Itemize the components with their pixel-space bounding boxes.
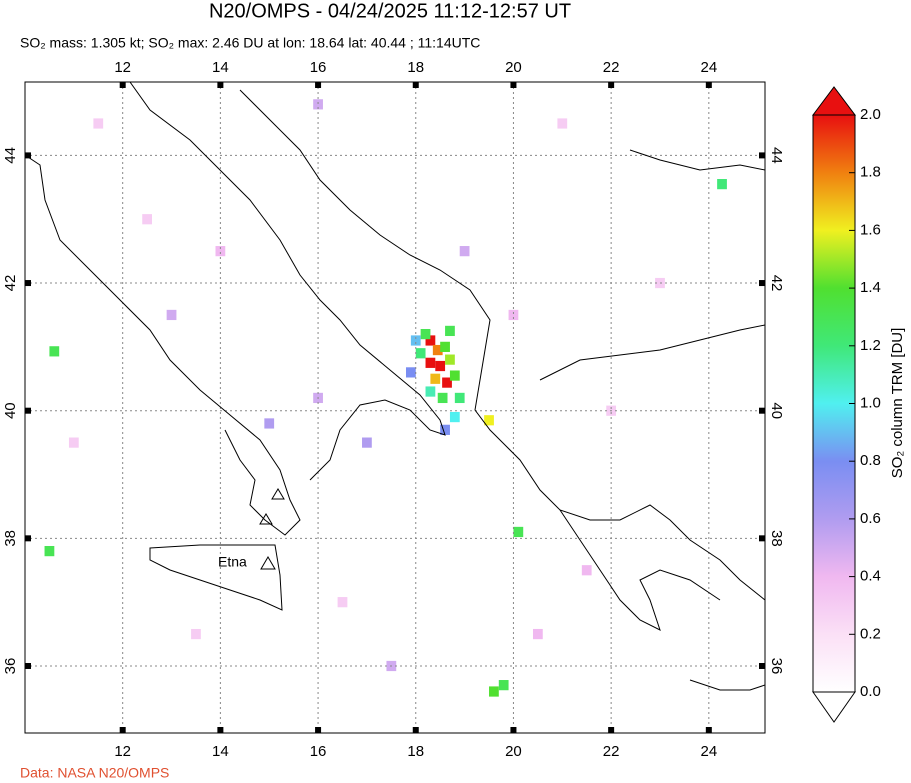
colorbar-tick-label: 0.6 [860, 510, 881, 527]
so2-pixel [484, 415, 494, 426]
so2-pixel [191, 628, 201, 640]
lon-tick-label: 12 [114, 743, 131, 760]
volcano-label: Etna [218, 554, 247, 570]
so2-pixel [437, 392, 448, 404]
colorbar-tick-label: 0.8 [860, 452, 881, 469]
so2-pixel [49, 346, 60, 357]
lon-tick-label: 16 [310, 59, 327, 76]
so2-pixel [362, 437, 372, 448]
lat-tick-label: 44 [2, 147, 19, 164]
so2-pixel [442, 377, 452, 388]
colorbar-tick-label: 1.0 [860, 394, 881, 411]
colorbar [812, 86, 856, 723]
coastlines [25, 82, 765, 691]
lon-tick-label: 14 [212, 743, 229, 760]
so2-pixel [410, 335, 421, 346]
so2-pixel [454, 392, 465, 404]
lat-tick-label: 44 [768, 147, 785, 164]
so2-pixel [215, 246, 226, 257]
so2-pixel [44, 545, 55, 557]
lon-tick-label: 18 [407, 59, 424, 76]
so2-pixel [532, 628, 543, 640]
lat-tick-label: 42 [2, 275, 19, 292]
so2-pixel [440, 341, 450, 352]
lon-tick-label: 20 [505, 743, 522, 760]
so2-pixel [459, 246, 470, 257]
so2-pixel [425, 386, 436, 397]
colorbar-tick-label: 0.2 [860, 625, 881, 642]
lon-tick-label: 12 [114, 59, 131, 76]
colorbar-tick-label: 1.4 [860, 279, 881, 296]
lon-tick-label: 22 [603, 59, 620, 76]
lon-tick-label: 22 [603, 743, 620, 760]
lat-tick-label: 36 [768, 658, 785, 675]
so2-pixel [717, 179, 727, 190]
so2-pixel [142, 214, 152, 225]
so2-pixel [435, 360, 446, 372]
so2-pixel [430, 373, 441, 384]
so2-pixel [581, 565, 592, 576]
lon-tick-label: 16 [310, 743, 327, 760]
so2-pixel [313, 99, 323, 110]
so2-pixel [445, 325, 455, 337]
so2-pixel [557, 118, 568, 129]
lat-tick-label: 42 [768, 275, 785, 292]
lat-tick-label: 38 [2, 530, 19, 547]
so2-pixel [420, 328, 431, 340]
lon-tick-label: 20 [505, 59, 522, 76]
so2-pixel [489, 686, 499, 697]
so2-pixel [166, 309, 177, 321]
lat-tick-label: 36 [2, 658, 19, 675]
colorbar-tick-label: 1.8 [860, 164, 881, 181]
volcano-markers [259, 488, 285, 570]
lon-tick-label: 24 [700, 743, 717, 760]
so2-pixel [513, 526, 524, 538]
so2-pixel [415, 348, 426, 359]
so2-pixel [93, 118, 104, 129]
colorbar-label: SO₂ column TRM [DU] [889, 328, 906, 479]
so2-pixel [337, 597, 348, 608]
colorbar-tick-label: 2.0 [860, 106, 881, 123]
so2-pixel [432, 344, 443, 356]
colorbar-tick-label: 0.4 [860, 568, 881, 585]
lon-tick-label: 24 [700, 59, 717, 76]
lat-tick-label: 38 [768, 530, 785, 547]
subtitle: SO₂ mass: 1.305 kt; SO₂ max: 2.46 DU at … [20, 35, 480, 51]
colorbar-tick-label: 1.2 [860, 337, 881, 354]
so2-pixel [405, 367, 416, 378]
so2-pixel [264, 418, 275, 429]
colorbar-tick-label: 1.6 [860, 221, 881, 238]
lat-tick-label: 40 [768, 402, 785, 419]
lon-tick-label: 14 [212, 59, 229, 76]
so2-pixel [425, 335, 436, 346]
so2-pixel [440, 424, 450, 435]
so2-pixel [655, 277, 665, 289]
so2-pixel [425, 357, 436, 368]
so2-pixel [449, 370, 460, 381]
so2-pixel [508, 309, 519, 321]
map-background [25, 82, 765, 733]
data-credit: Data: NASA N20/OMPS [20, 765, 169, 781]
so2-pixel [449, 411, 460, 423]
lon-tick-label: 18 [407, 743, 424, 760]
colorbar-tick-label: 0.0 [860, 683, 881, 700]
map-frame [24, 81, 766, 734]
so2-pixel [498, 680, 509, 691]
so2-pixel [445, 354, 455, 365]
so2-pixel [68, 437, 79, 448]
title: N20/OMPS - 04/24/2025 11:12-12:57 UT [209, 0, 571, 22]
lat-tick-label: 40 [2, 402, 19, 419]
